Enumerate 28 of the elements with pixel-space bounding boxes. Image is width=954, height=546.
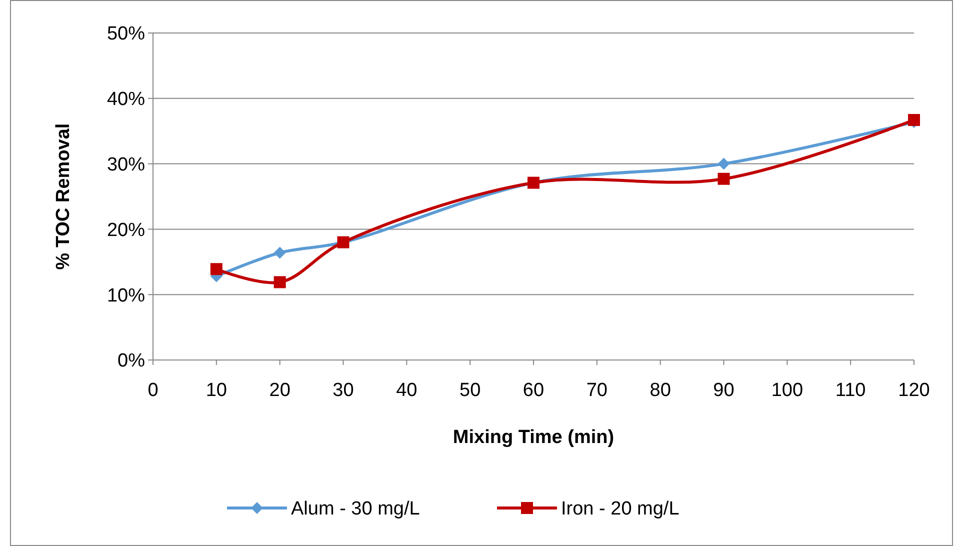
x-tick-label: 120 [898, 380, 930, 401]
x-tick-label: 70 [586, 380, 608, 401]
legend-label: Alum - 30 mg/L [291, 498, 420, 520]
y-tick-label: 30% [106, 154, 146, 176]
point [274, 276, 286, 288]
x-tick-label: 50 [460, 380, 481, 401]
point [718, 172, 730, 185]
point [718, 158, 730, 170]
legend-label: Iron - 20 mg/L [561, 498, 680, 520]
x-tick-label: 10 [206, 380, 227, 401]
x-axis-title: Mixing Time (min) [452, 427, 614, 448]
x-tick-label: 80 [650, 380, 671, 401]
y-tick-label: 0% [118, 350, 146, 372]
x-tick-label: 110 [835, 380, 866, 401]
y-tick-label: 10% [106, 285, 146, 306]
y-tick-label: 50% [106, 24, 146, 45]
y-tick-label: 40% [106, 89, 146, 110]
x-tick-label: 40 [396, 380, 418, 401]
point [274, 246, 286, 259]
y-tick-label: 20% [106, 220, 146, 241]
x-tick-label: 90 [713, 380, 734, 401]
x-tick-label: 0 [148, 380, 158, 401]
x-tick-label: 20 [269, 380, 290, 401]
x-tick-label: 60 [522, 380, 544, 401]
x-tick-label: 30 [332, 380, 354, 401]
point [210, 263, 222, 276]
y-axis-title: % TOC Removal [53, 123, 74, 270]
x-tick-label: 100 [771, 380, 804, 401]
